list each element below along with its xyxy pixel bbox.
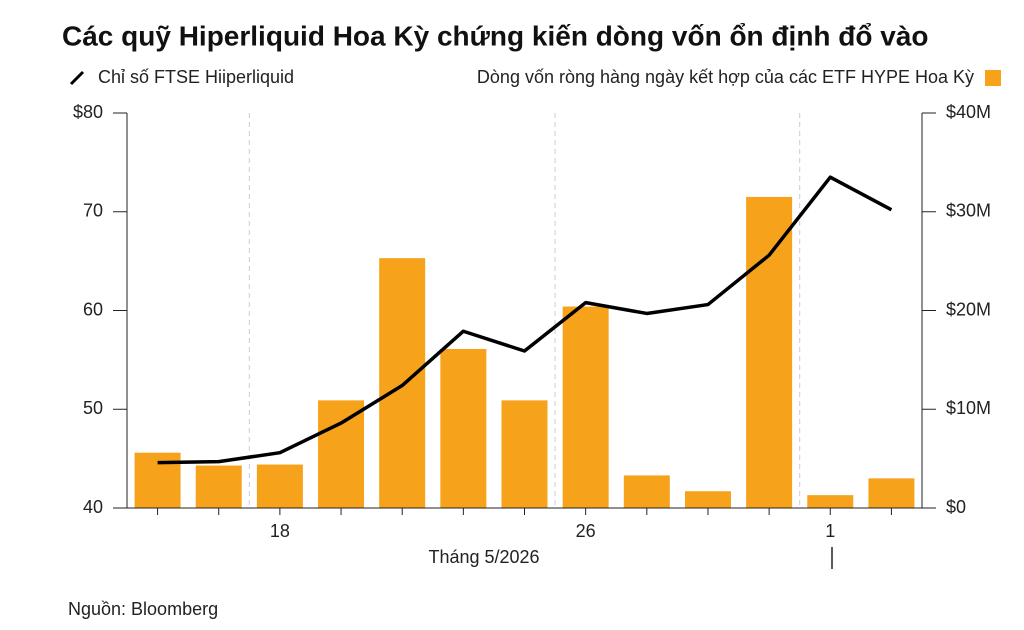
- y2-tick-label: $40M: [946, 102, 991, 122]
- y-tick-label: $80: [73, 102, 103, 122]
- legend-label: Dòng vốn ròng hàng ngày kết hợp của các …: [477, 67, 974, 87]
- chart-title: Các quỹ Hiperliquid Hoa Kỳ chứng kiến dò…: [62, 20, 929, 51]
- y2-tick-label: $20M: [946, 299, 991, 319]
- x-tick-label: 18: [270, 521, 290, 541]
- source: Nguồn: Bloomberg: [68, 599, 218, 619]
- bar: [256, 464, 303, 508]
- legend-line-icon: [69, 70, 85, 86]
- bar: [684, 491, 731, 508]
- bar: [746, 196, 793, 508]
- y-tick-label: 40: [83, 497, 103, 517]
- bar: [562, 306, 609, 508]
- y-tick-label: 70: [83, 201, 103, 221]
- bar: [195, 465, 242, 508]
- bar: [868, 478, 915, 508]
- line: [157, 175, 893, 465]
- x-axis-label: Tháng 5/2026: [428, 547, 539, 567]
- x-tick-label: 26: [576, 521, 596, 541]
- legend-bar-icon: [985, 70, 1001, 86]
- legend-label: Chỉ số FTSE Hiiperliquid: [98, 67, 294, 87]
- bar: [379, 258, 426, 508]
- y2-tick-label: $10M: [946, 398, 991, 418]
- x-tick-label: 1: [825, 521, 835, 541]
- bar: [501, 400, 548, 508]
- y-tick-label: 50: [83, 398, 103, 418]
- bar: [623, 475, 670, 508]
- bar: [318, 400, 365, 508]
- y-tick-label: 60: [83, 299, 103, 319]
- bar: [807, 495, 854, 508]
- y2-tick-label: $30M: [946, 201, 991, 221]
- bar: [440, 349, 487, 508]
- y2-tick-label: $0: [946, 497, 966, 517]
